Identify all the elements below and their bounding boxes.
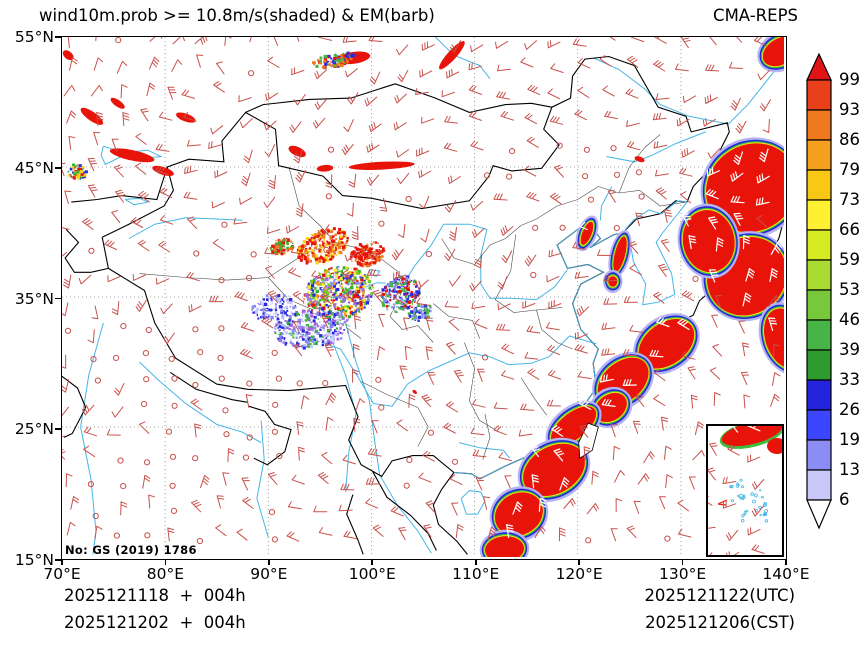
coastline-cyan (453, 221, 623, 480)
south-china-sea-inset (706, 424, 784, 557)
y-tick-label: 35°N (14, 289, 54, 308)
map-plot-area: No: GS (2019) 1786 (61, 36, 787, 560)
x-tick-label: 70°E (43, 565, 81, 583)
y-tick-label: 45°N (14, 158, 54, 177)
chart-title: wind10m.prob >= 10.8m/s(shaded) & EM(bar… (39, 6, 435, 25)
colorbar-label: 99 (839, 70, 860, 89)
x-tick-label: 110°E (452, 565, 500, 583)
x-tick-mark (371, 559, 374, 565)
colorbar-label: 66 (839, 220, 860, 239)
x-tick-label: 80°E (146, 565, 185, 583)
colorbar-label: 26 (839, 400, 860, 419)
colorbar-label: 46 (839, 310, 860, 329)
inset-arrow (717, 499, 728, 506)
map-canvas (62, 37, 784, 557)
x-tick-mark (164, 559, 167, 565)
y-tick-label: 55°N (14, 28, 54, 46)
korea-outline (621, 200, 688, 306)
x-tick-mark (474, 559, 477, 565)
wind-barb-layer (62, 37, 782, 545)
colorbar-label: 79 (839, 160, 860, 179)
x-tick-mark (785, 559, 787, 565)
x-tick-mark (61, 559, 63, 565)
colorbar-label: 39 (839, 340, 860, 359)
y-tick-mark (55, 428, 61, 431)
valid-time-utc: 2025121122(UTC) (644, 586, 795, 605)
valid-time-cst: 2025121206(CST) (645, 613, 795, 632)
inset-islands (729, 478, 769, 523)
y-tick-mark (55, 297, 61, 300)
y-tick-label: 15°N (14, 551, 54, 569)
x-tick-label: 120°E (555, 565, 603, 583)
y-tick-label: 25°N (14, 420, 54, 439)
x-tick-mark (681, 559, 684, 565)
init-time-utc: 2025121118 + 004h (64, 586, 246, 605)
colorbar: 99 93 86 79 73 66 59 53 46 39 33 26 19 13 6 (799, 40, 860, 540)
x-tick-label: 100°E (348, 565, 396, 583)
colorbar-bar (806, 52, 832, 530)
colorbar-label: 93 (839, 100, 860, 119)
y-tick-mark (55, 36, 61, 38)
model-name: CMA-REPS (713, 6, 798, 25)
x-tick-label: 90°E (250, 565, 288, 583)
x-tick-label: 130°E (658, 565, 707, 583)
y-tick-mark (55, 559, 61, 561)
taiwan-outline (578, 422, 599, 459)
colorbar-label: 33 (839, 370, 860, 389)
colorbar-label: 6 (839, 490, 850, 509)
colorbar-label: 13 (839, 460, 860, 479)
colorbar-label: 86 (839, 130, 860, 149)
hainan-outline (460, 490, 486, 515)
x-tick-mark (268, 559, 270, 565)
colorbar-label: 73 (839, 190, 860, 209)
x-tick-label: 140°E (762, 565, 810, 583)
init-time-cst: 2025121202 + 004h (64, 613, 246, 632)
colorbar-label: 59 (839, 250, 860, 269)
colorbar-label: 53 (839, 280, 860, 299)
colorbar-label: 19 (839, 430, 860, 449)
x-tick-mark (578, 559, 580, 565)
y-tick-mark (55, 166, 61, 169)
map-license-stamp: No: GS (2019) 1786 (65, 543, 197, 557)
